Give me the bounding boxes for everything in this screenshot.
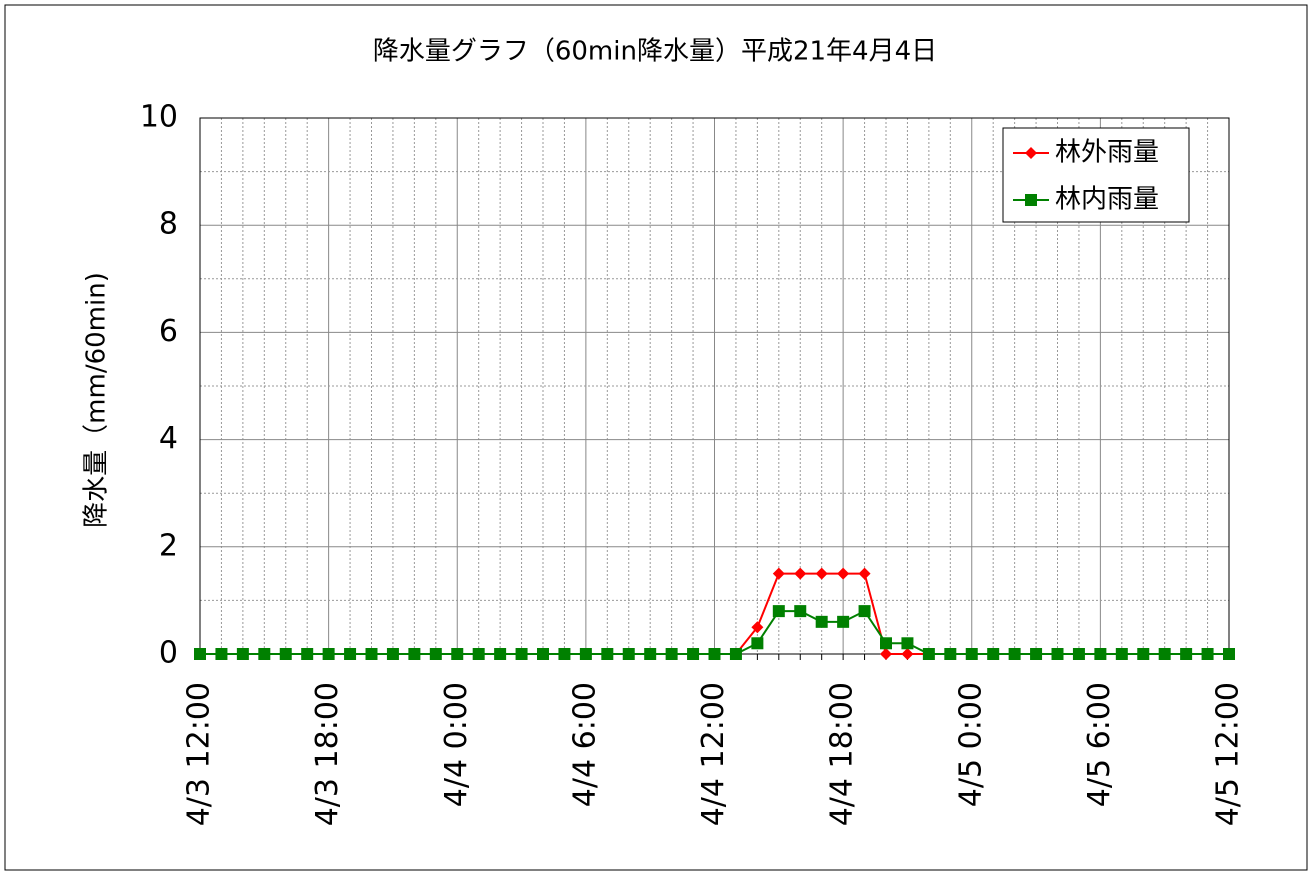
y-tick-label: 10 [140, 100, 178, 135]
data-point [1025, 194, 1037, 206]
data-point [901, 637, 914, 650]
data-point [665, 648, 678, 660]
data-point [944, 648, 957, 660]
data-point [1025, 147, 1037, 159]
data-point [880, 648, 892, 660]
y-tick-label: 6 [159, 314, 178, 349]
data-point [515, 648, 528, 660]
data-point [365, 648, 378, 660]
data-point [1223, 648, 1235, 660]
data-point [258, 648, 271, 660]
data-point [408, 648, 421, 660]
y-tick-label: 4 [159, 421, 178, 456]
y-tick-label: 2 [159, 528, 178, 563]
data-point [901, 648, 914, 660]
x-tick-label: 4/4 6:00 [567, 682, 602, 807]
x-tick-label: 4/5 12:00 [1211, 682, 1246, 826]
y-tick-label: 8 [159, 207, 178, 242]
data-point [1094, 648, 1107, 660]
data-point [601, 648, 614, 660]
y-axis-label: 降水量（mm/60min) [82, 272, 112, 528]
data-point [729, 648, 742, 660]
data-point [922, 648, 935, 660]
data-point [837, 615, 850, 628]
x-tick-label: 4/4 18:00 [825, 682, 860, 826]
x-tick-label: 4/5 0:00 [953, 682, 988, 807]
data-point [537, 648, 549, 660]
data-point [429, 648, 442, 660]
data-point [772, 567, 785, 580]
data-point [644, 648, 657, 660]
x-tick-label: 4/3 12:00 [182, 682, 217, 826]
data-point [772, 605, 785, 618]
legend-box [1002, 127, 1190, 223]
data-point [815, 567, 828, 580]
legend-label: 林外雨量 [1055, 138, 1159, 168]
data-point [1072, 648, 1085, 660]
data-point [1180, 648, 1193, 660]
data-point [472, 648, 485, 660]
x-tick-label: 4/5 6:00 [1082, 682, 1117, 807]
data-point [322, 648, 335, 660]
x-tick-label: 4/4 12:00 [696, 682, 731, 826]
data-point [494, 648, 507, 660]
data-point [687, 648, 700, 660]
x-tick-label: 4/4 0:00 [439, 682, 474, 807]
data-point [794, 605, 807, 618]
data-point [965, 648, 978, 660]
data-point [215, 648, 228, 660]
data-point [579, 648, 592, 660]
data-point [344, 648, 357, 660]
data-point [880, 637, 892, 650]
data-point [794, 567, 807, 580]
legend-label: 林内雨量 [1055, 185, 1159, 215]
data-point [1008, 648, 1021, 660]
data-point [815, 615, 828, 628]
data-point [451, 648, 464, 660]
y-tick-label: 0 [159, 636, 178, 671]
data-point [837, 567, 850, 580]
data-point [236, 648, 249, 660]
data-point [1115, 648, 1128, 660]
chart-title: 降水量グラフ（60min降水量）平成21年4月4日 [373, 37, 937, 67]
data-point [558, 648, 571, 660]
data-point [858, 605, 871, 618]
data-point [622, 648, 635, 660]
data-point [1137, 648, 1150, 660]
data-point [708, 648, 721, 660]
data-point [1158, 648, 1171, 660]
series [194, 605, 1235, 660]
data-point [1201, 648, 1214, 660]
x-tick-label: 4/3 18:00 [310, 682, 345, 826]
data-point [751, 621, 764, 634]
data-point [987, 648, 1000, 660]
data-point [386, 648, 399, 660]
data-point [194, 648, 206, 660]
data-point [858, 567, 871, 580]
data-point [1030, 648, 1043, 660]
data-point [279, 648, 292, 660]
data-point [751, 637, 764, 650]
data-point [301, 648, 314, 660]
data-point [1051, 648, 1064, 660]
